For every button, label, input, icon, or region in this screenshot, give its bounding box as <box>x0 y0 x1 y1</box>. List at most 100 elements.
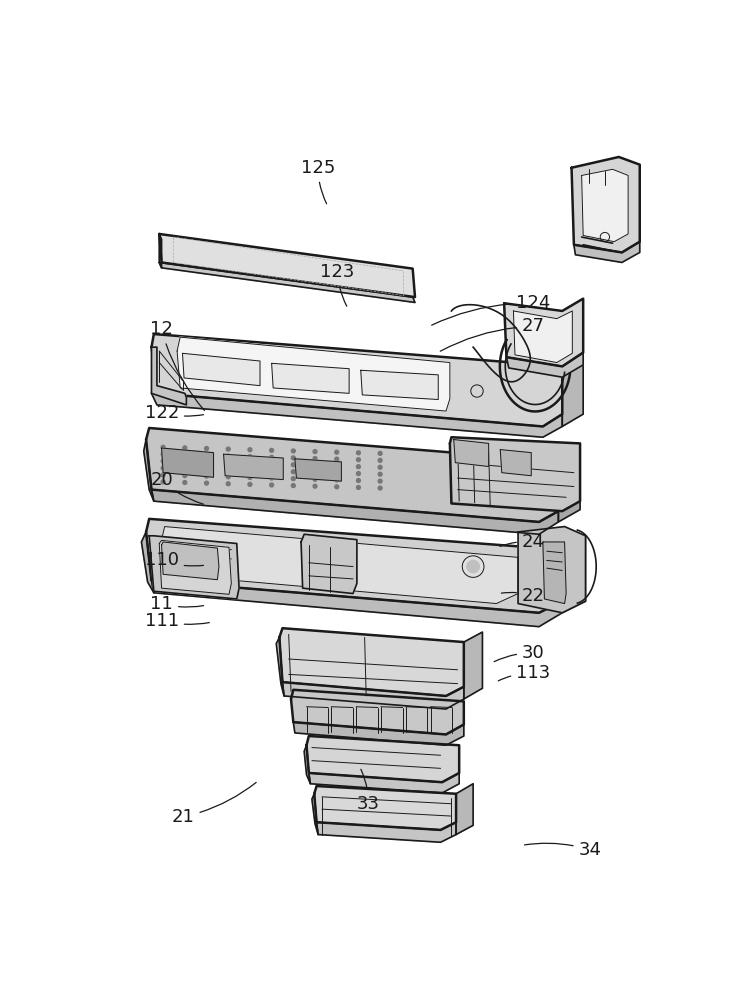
Circle shape <box>313 470 317 474</box>
Circle shape <box>313 457 317 460</box>
Circle shape <box>378 486 382 490</box>
Text: 24: 24 <box>500 533 545 551</box>
Text: 30: 30 <box>495 644 545 662</box>
Polygon shape <box>500 450 531 476</box>
Polygon shape <box>159 234 415 297</box>
Text: 110: 110 <box>145 551 203 569</box>
Polygon shape <box>314 786 456 830</box>
Polygon shape <box>279 628 464 696</box>
Circle shape <box>226 468 230 472</box>
Circle shape <box>226 475 230 479</box>
Text: 22: 22 <box>501 587 545 605</box>
Circle shape <box>378 465 382 469</box>
Circle shape <box>291 477 295 481</box>
Polygon shape <box>317 822 456 842</box>
Polygon shape <box>272 363 349 393</box>
Polygon shape <box>152 334 562 426</box>
Polygon shape <box>143 440 154 501</box>
Circle shape <box>356 479 360 482</box>
Polygon shape <box>513 311 572 363</box>
Circle shape <box>378 451 382 455</box>
Polygon shape <box>223 454 283 480</box>
Polygon shape <box>152 393 562 437</box>
Text: 27: 27 <box>440 317 545 351</box>
Text: 20: 20 <box>150 471 204 504</box>
Text: 21: 21 <box>172 782 256 826</box>
Circle shape <box>248 482 252 486</box>
Text: 124: 124 <box>432 294 551 325</box>
Circle shape <box>226 454 230 458</box>
Polygon shape <box>582 169 628 242</box>
Circle shape <box>291 470 295 474</box>
Circle shape <box>356 465 360 469</box>
Circle shape <box>161 480 165 484</box>
Polygon shape <box>159 234 161 268</box>
Circle shape <box>356 486 360 489</box>
Polygon shape <box>543 542 566 604</box>
Circle shape <box>335 485 338 489</box>
Text: 113: 113 <box>498 664 551 682</box>
Polygon shape <box>304 745 310 784</box>
Circle shape <box>226 482 230 486</box>
Polygon shape <box>456 784 473 835</box>
Circle shape <box>378 472 382 476</box>
Text: 123: 123 <box>320 263 355 306</box>
Text: 34: 34 <box>524 841 601 859</box>
Polygon shape <box>152 347 186 405</box>
Circle shape <box>248 462 252 465</box>
Circle shape <box>378 458 382 462</box>
Circle shape <box>205 474 208 478</box>
Circle shape <box>161 473 165 477</box>
Polygon shape <box>146 519 562 613</box>
Circle shape <box>205 467 208 471</box>
Polygon shape <box>453 440 489 466</box>
Polygon shape <box>574 242 639 262</box>
Circle shape <box>270 455 273 459</box>
Circle shape <box>161 445 165 449</box>
Circle shape <box>378 479 382 483</box>
Circle shape <box>467 560 480 573</box>
Circle shape <box>183 446 187 450</box>
Circle shape <box>356 458 360 462</box>
Circle shape <box>161 466 165 470</box>
Polygon shape <box>152 580 562 627</box>
Circle shape <box>248 476 252 479</box>
Circle shape <box>270 448 273 452</box>
Polygon shape <box>152 490 558 534</box>
Polygon shape <box>309 773 459 793</box>
Polygon shape <box>306 736 459 782</box>
Polygon shape <box>161 542 219 580</box>
Polygon shape <box>301 534 357 594</box>
Circle shape <box>183 460 187 464</box>
Circle shape <box>248 455 252 459</box>
Circle shape <box>248 448 252 452</box>
Circle shape <box>335 450 338 454</box>
Polygon shape <box>177 337 450 411</box>
Circle shape <box>183 453 187 457</box>
Polygon shape <box>294 722 464 745</box>
Circle shape <box>313 477 317 481</box>
Circle shape <box>161 452 165 456</box>
Circle shape <box>335 478 338 482</box>
Circle shape <box>335 471 338 475</box>
Circle shape <box>335 464 338 468</box>
Polygon shape <box>291 690 464 734</box>
Text: 122: 122 <box>144 404 203 422</box>
Polygon shape <box>146 428 558 522</box>
Polygon shape <box>562 353 583 426</box>
Circle shape <box>335 457 338 461</box>
Circle shape <box>226 447 230 451</box>
Polygon shape <box>159 540 232 594</box>
Circle shape <box>270 469 273 473</box>
Circle shape <box>291 484 295 488</box>
Polygon shape <box>562 536 586 613</box>
Circle shape <box>270 483 273 487</box>
Circle shape <box>205 447 208 450</box>
Circle shape <box>183 474 187 478</box>
Circle shape <box>270 476 273 480</box>
Circle shape <box>291 463 295 467</box>
Polygon shape <box>141 532 154 593</box>
Text: 111: 111 <box>145 611 209 630</box>
Polygon shape <box>558 449 580 522</box>
Circle shape <box>313 450 317 453</box>
